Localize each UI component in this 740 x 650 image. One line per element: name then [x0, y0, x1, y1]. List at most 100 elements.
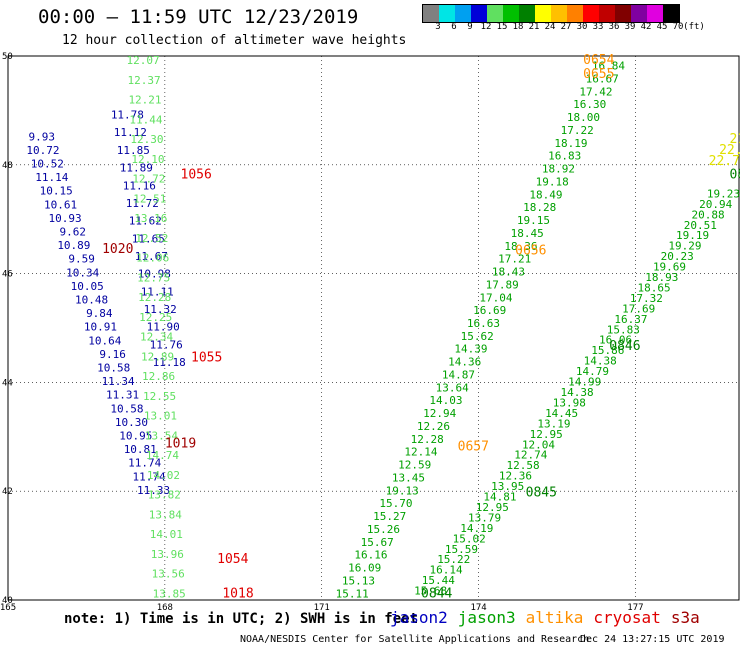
swh-value-point: 18.19: [554, 137, 587, 150]
color-swatch-1: [439, 5, 455, 22]
swh-value-point: 12.74: [514, 449, 547, 462]
swh-value-point: 12.75: [137, 271, 170, 284]
swh-value-point: 11.31: [106, 389, 139, 402]
swh-value-point: 14.02: [147, 469, 180, 482]
time-marker-label: 1056: [181, 167, 212, 182]
swh-value-point: 14.19: [460, 522, 493, 535]
credit-line: NOAA/NESDIS Center for Satellite Applica…: [240, 634, 590, 645]
swh-value-point: 14.74: [146, 449, 179, 462]
time-marker-label: 0654: [583, 53, 614, 68]
color-scale-label: 30: [576, 22, 588, 32]
swh-value-point: 13.79: [468, 511, 501, 524]
swh-value-point: 9.59: [68, 253, 95, 266]
swh-value-point: 10.05: [71, 280, 104, 293]
swh-value-point: 10.95: [119, 430, 152, 443]
swh-value-point: 12.25: [139, 311, 172, 324]
color-scale-labels: 3 6 9 12 15 18 21 24 27 30 33 36 39 42 45 70 (ft): [422, 22, 740, 34]
color-scale-label: 3: [435, 22, 441, 32]
swh-value-point: 11.34: [102, 375, 135, 388]
swh-value-point: 18.00: [567, 111, 600, 124]
swh-value-point: 12.95: [530, 428, 563, 441]
swh-value-point: 10.58: [110, 402, 143, 415]
color-scale-bar: [422, 4, 680, 23]
color-scale-label: 18: [512, 22, 524, 32]
swh-value-point: 17.89: [486, 278, 519, 291]
swh-value-point: 11.33: [137, 484, 170, 497]
swh-value-point: 12.14: [404, 446, 437, 459]
color-scale-label: 36: [608, 22, 620, 32]
time-marker-label: 0845: [526, 486, 557, 501]
swh-value-point: 15.02: [453, 532, 486, 545]
color-swatch-9: [567, 5, 583, 22]
time-marker-label: 1055: [191, 351, 222, 366]
swh-value-point: 18.36: [504, 240, 537, 253]
color-scale-label: 6: [451, 22, 457, 32]
swh-value-point: 12.86: [142, 370, 175, 383]
swh-value-point: 19.69: [653, 261, 686, 274]
swh-value-point: 12.89: [141, 350, 174, 363]
swh-value-point: 15.59: [445, 543, 478, 556]
swh-value-point: 19.13: [386, 484, 419, 497]
swh-value-point: 12.10: [131, 153, 164, 166]
time-marker-label: 0846: [609, 339, 640, 354]
swh-value-point: 19.19: [676, 229, 709, 242]
swh-value-point: 15.70: [379, 497, 412, 510]
color-scale-label: (ft): [683, 22, 705, 32]
swh-value-point: 12.55: [143, 390, 176, 403]
swh-value-point: 10.58: [97, 362, 130, 375]
swh-value-point: 18.28: [523, 201, 556, 214]
y-tick-label: 48: [2, 161, 13, 171]
swh-value-point: 16.16: [354, 549, 387, 562]
swh-value-point: 17.42: [579, 85, 612, 98]
x-tick-label: 177: [627, 603, 643, 613]
swh-value-point: 13.56: [152, 568, 185, 581]
swh-value-point: 14.87: [442, 368, 475, 381]
color-scale-label: 27: [560, 22, 572, 32]
swh-value-point: 11.62: [129, 215, 162, 228]
swh-value-point: 12.52: [135, 232, 168, 245]
swh-value-point: 11.14: [35, 171, 68, 184]
swh-value-point: 12.37: [127, 74, 160, 87]
chart-title: 00:00 — 11:59 UTC 12/23/2019: [38, 6, 359, 28]
color-swatch-5: [503, 5, 519, 22]
swh-value-point: 14.79: [576, 365, 609, 378]
swh-value-point: 10.34: [66, 266, 99, 279]
swh-value-point: 10.72: [26, 144, 59, 157]
color-scale-label: 42: [640, 22, 652, 32]
time-marker-label: 0655: [583, 67, 614, 82]
legend-entry-jason3: jason3: [457, 608, 516, 627]
generation-timestamp: Dec 24 13:27:15 UTC 2019: [580, 634, 725, 645]
swh-value-point: 11.44: [129, 113, 162, 126]
swh-value-point: 16.63: [467, 317, 500, 330]
x-tick-label: 168: [157, 603, 173, 613]
swh-value-point: 12.30: [130, 133, 163, 146]
swh-value-point: 19.18: [536, 175, 569, 188]
swh-value-point: 11.67: [135, 250, 168, 263]
time-marker-label: 1019: [165, 437, 196, 452]
swh-value-point: 12.07: [127, 54, 160, 67]
swh-value-point: 15.13: [342, 574, 375, 587]
swh-value-point: 12.72: [132, 173, 165, 186]
color-scale-label: 45: [656, 22, 668, 32]
satellite-legend: jason2 jason3 altika cryosat s3a: [390, 608, 710, 627]
time-marker-label: 0657: [458, 439, 489, 454]
y-tick-label: 42: [2, 487, 13, 497]
swh-value-point: 13.64: [436, 381, 469, 394]
swh-value-point: 15.44: [422, 574, 455, 587]
swh-value-point: 13.19: [537, 417, 570, 430]
swh-value-point: 9.62: [60, 226, 87, 239]
legend-entry-s3a: s3a: [670, 608, 700, 627]
color-swatch-0: [423, 5, 439, 22]
swh-value-point: 10.30: [115, 416, 148, 429]
swh-value-point: 15.86: [591, 344, 624, 357]
color-swatch-12: [615, 5, 631, 22]
swh-value-point: 10.48: [75, 294, 108, 307]
swh-value-point: 10.89: [57, 239, 90, 252]
swh-value-point: 10.93: [48, 212, 81, 225]
swh-value-point: 12.51: [133, 192, 166, 205]
swh-value-point: 16.84: [592, 60, 625, 73]
swh-value-point: 12.59: [398, 459, 431, 472]
time-marker-label: 1018: [222, 586, 253, 601]
swh-value-point: 18.43: [492, 266, 525, 279]
